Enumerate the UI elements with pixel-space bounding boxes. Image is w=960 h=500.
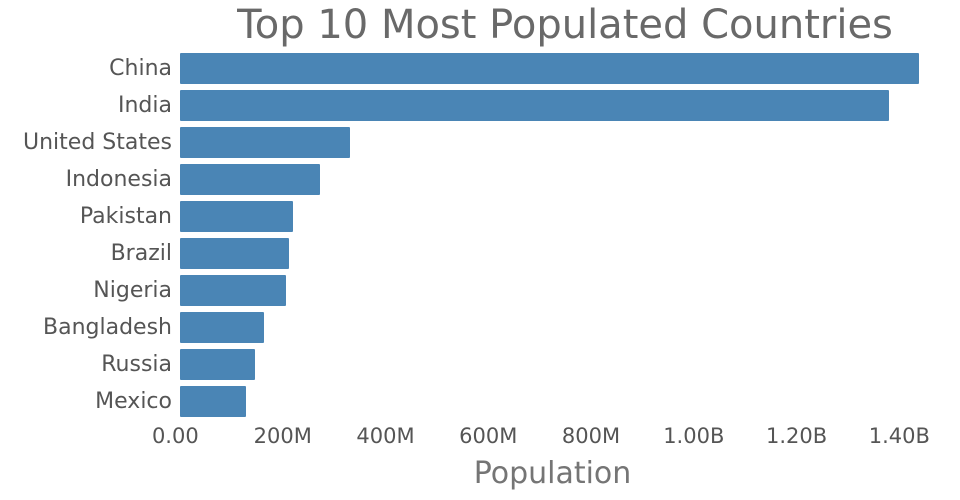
category-label: China xyxy=(109,56,172,81)
bar xyxy=(180,275,286,306)
x-tick-label: 1.20B xyxy=(765,424,828,448)
category-label: United States xyxy=(23,130,172,155)
chart-row: China xyxy=(0,50,925,87)
chart-row: Russia xyxy=(0,346,925,383)
x-tick-label: 800M xyxy=(561,424,621,448)
bar xyxy=(180,312,265,343)
x-axis: 0.00 200M 400M 600M 800M 1.00B 1.20B 1.40B xyxy=(152,420,930,452)
x-tick-label: 200M xyxy=(253,424,312,448)
bar-track xyxy=(180,386,925,417)
bar-track xyxy=(180,312,925,343)
chart-row: Brazil xyxy=(0,235,925,272)
chart-row: Bangladesh xyxy=(0,309,925,346)
bar xyxy=(180,127,351,158)
bar xyxy=(180,164,321,195)
chart-row: Mexico xyxy=(0,383,925,420)
bar-track xyxy=(180,53,925,84)
x-tick-label: 1.00B xyxy=(663,424,725,448)
category-label: India xyxy=(118,93,172,118)
bar xyxy=(180,90,890,121)
chart-title: Top 10 Most Populated Countries xyxy=(237,2,893,48)
category-label: Pakistan xyxy=(79,204,172,229)
bar-track xyxy=(180,127,925,158)
bar xyxy=(180,386,246,417)
x-tick-label: 600M xyxy=(459,424,518,448)
category-label: Russia xyxy=(101,352,172,377)
bar-track xyxy=(180,164,925,195)
category-label: Brazil xyxy=(110,241,172,266)
chart-row: Nigeria xyxy=(0,272,925,309)
bar-track xyxy=(180,349,925,380)
bar xyxy=(180,53,920,84)
chart-row: Pakistan xyxy=(0,198,925,235)
chart-row: Indonesia xyxy=(0,161,925,198)
category-label: Nigeria xyxy=(93,278,172,303)
x-tick-label: 0.00 xyxy=(151,424,199,448)
bar xyxy=(180,238,289,269)
chart-row: United States xyxy=(0,124,925,161)
x-tick-label: 400M xyxy=(356,424,415,448)
category-label: Indonesia xyxy=(65,167,172,192)
x-axis-title: Population xyxy=(473,456,632,491)
chart-rows: China India United States Indonesia Pakistan… xyxy=(0,50,960,420)
bar xyxy=(180,201,294,232)
bar-track xyxy=(180,275,925,306)
x-tick-label: 1.40B xyxy=(868,424,930,448)
bar xyxy=(180,349,255,380)
category-label: Mexico xyxy=(95,389,172,414)
bar-track xyxy=(180,201,925,232)
bar-track xyxy=(180,90,925,121)
chart-row: India xyxy=(0,87,925,124)
category-label: Bangladesh xyxy=(43,315,172,340)
bar-track xyxy=(180,238,925,269)
